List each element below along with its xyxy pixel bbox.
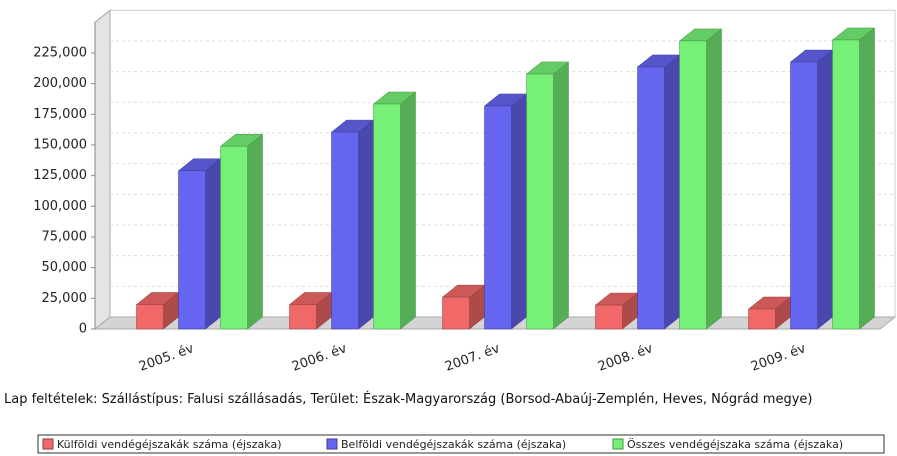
legend-label: Összes vendégéjszaka száma (éjszaka) xyxy=(627,438,843,451)
x-tick-label: 2008. év xyxy=(596,341,655,375)
bar xyxy=(748,308,776,330)
bar-side xyxy=(859,27,875,330)
y-tick-label: 200,000 xyxy=(33,76,87,91)
legend-box xyxy=(37,434,885,454)
bar-side xyxy=(664,54,680,330)
bar xyxy=(331,131,359,330)
y-tick-label: 0 xyxy=(79,322,87,337)
bar xyxy=(136,304,164,330)
bar-side xyxy=(553,61,569,330)
bar-side xyxy=(511,93,527,330)
legend-label: Külföldi vendégéjszakák száma (éjszaka) xyxy=(57,438,282,451)
x-tick-label: 2005. év xyxy=(137,341,196,375)
y-tick-label: 25,000 xyxy=(42,291,88,306)
legend-swatch xyxy=(612,438,624,450)
bar xyxy=(373,103,401,330)
y-tick-label: 150,000 xyxy=(33,137,87,152)
bar xyxy=(595,304,623,330)
legend-swatch xyxy=(326,438,338,450)
chart-note: Lap feltételek: Szállástípus: Falusi szá… xyxy=(4,392,813,407)
y-tick-label: 75,000 xyxy=(42,229,88,244)
bar xyxy=(679,40,707,330)
y-tick-label: 100,000 xyxy=(33,199,87,214)
y-tick-label: 225,000 xyxy=(33,45,87,60)
bar-side xyxy=(706,28,722,330)
y-tick-label: 175,000 xyxy=(33,107,87,122)
x-tick-label: 2009. év xyxy=(749,341,808,375)
bar xyxy=(484,105,512,330)
bar xyxy=(289,304,317,330)
y-tick-label: 50,000 xyxy=(42,260,88,275)
legend-swatch xyxy=(42,438,54,450)
bar xyxy=(442,296,470,330)
bar xyxy=(526,73,554,330)
bar xyxy=(637,66,665,330)
legend: Külföldi vendégéjszakák száma (éjszaka) B… xyxy=(37,434,885,454)
y-tick-label: 125,000 xyxy=(33,168,87,183)
bar xyxy=(220,145,248,330)
side-wall xyxy=(94,9,111,331)
x-tick-label: 2006. év xyxy=(290,341,349,375)
bar xyxy=(790,61,818,330)
bar-side xyxy=(205,158,221,330)
bar-side xyxy=(358,119,374,330)
x-tick-label: 2007. év xyxy=(443,341,502,375)
bar xyxy=(178,170,206,330)
bar-side xyxy=(247,133,263,330)
bar xyxy=(832,39,860,330)
legend-label: Belföldi vendégéjszakák száma (éjszaka) xyxy=(341,438,566,451)
bar-side xyxy=(817,49,833,330)
bar-side xyxy=(400,91,416,330)
